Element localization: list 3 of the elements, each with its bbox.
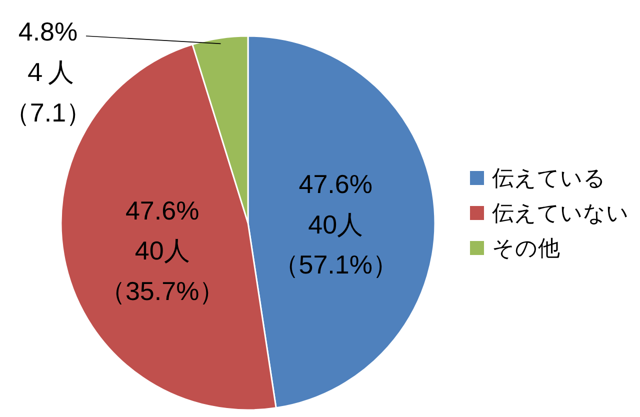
legend-label: その他 (492, 236, 560, 260)
legend-label: 伝えている (492, 166, 606, 190)
legend-label: 伝えていない (492, 200, 629, 226)
